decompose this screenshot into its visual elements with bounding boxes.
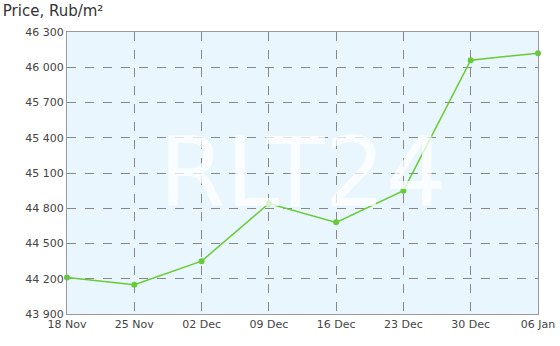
svg-text:Price, Rub/m²: Price, Rub/m² (3, 2, 104, 20)
svg-text:18 Nov: 18 Nov (48, 318, 87, 331)
svg-text:30 Dec: 30 Dec (451, 318, 490, 331)
svg-text:44 200: 44 200 (25, 273, 64, 286)
svg-text:09 Dec: 09 Dec (249, 318, 288, 331)
svg-text:25 Nov: 25 Nov (115, 318, 154, 331)
svg-text:23 Dec: 23 Dec (384, 318, 423, 331)
svg-text:16 Dec: 16 Dec (317, 318, 356, 331)
svg-text:46 000: 46 000 (25, 61, 64, 74)
svg-text:44 800: 44 800 (25, 202, 64, 215)
svg-text:45 400: 45 400 (25, 132, 64, 145)
svg-text:43 900: 43 900 (25, 308, 64, 321)
svg-text:06 Jan: 06 Jan (521, 318, 555, 331)
svg-text:RLT24: RLT24 (159, 117, 447, 229)
svg-text:45 700: 45 700 (25, 96, 64, 109)
svg-text:45 100: 45 100 (25, 167, 64, 180)
svg-text:02 Dec: 02 Dec (182, 318, 221, 331)
svg-text:46 300: 46 300 (25, 26, 64, 39)
svg-text:44 500: 44 500 (25, 237, 64, 250)
